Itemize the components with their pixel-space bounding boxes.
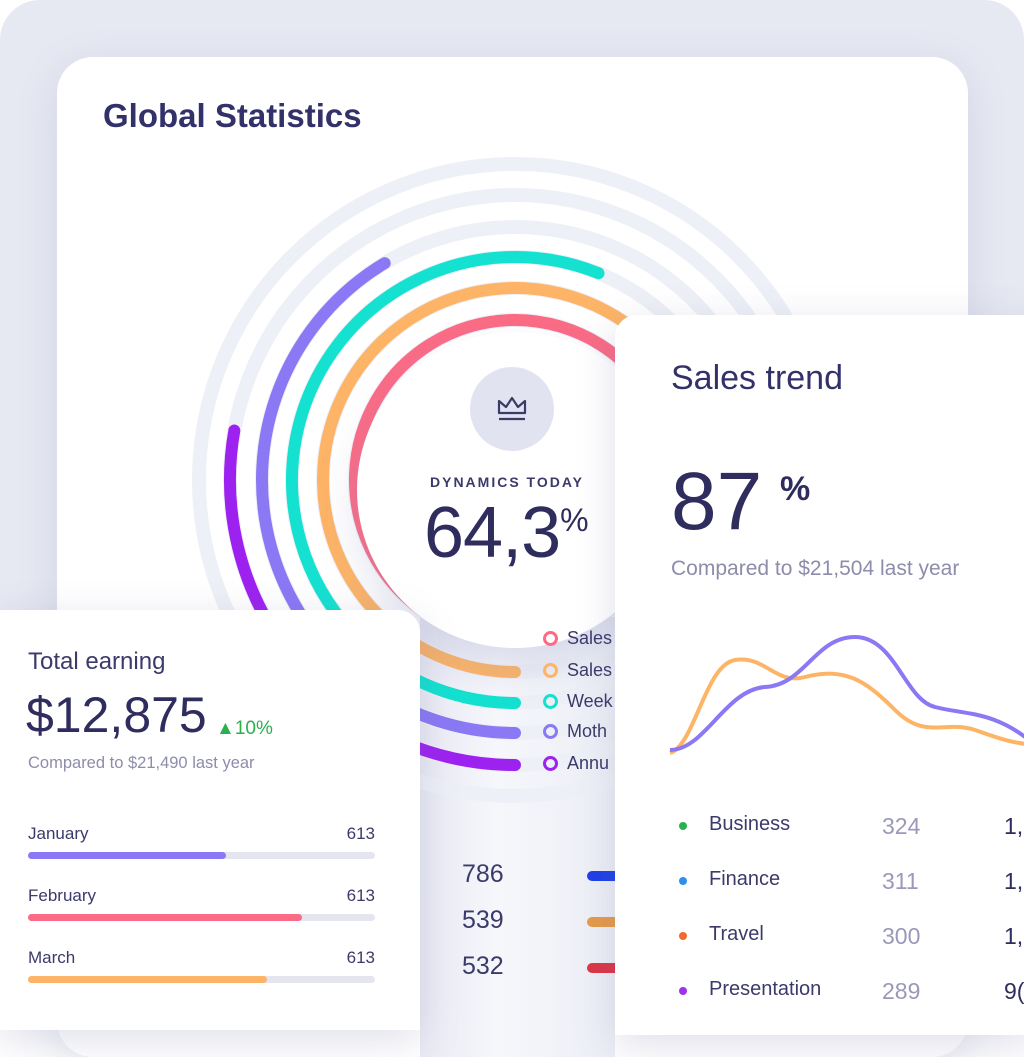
month-progress [28,914,375,921]
month-value: 613 [346,948,375,967]
month-value: 613 [346,886,375,905]
month-progress-fill [28,852,226,859]
trend-chart [669,634,1024,755]
trend-compare: Compared to $21,504 last year [671,557,960,580]
legend-item: Moth [543,721,607,742]
trend-value: 87 [671,456,763,547]
trend-row-value2: 1, [1004,868,1024,894]
dynamics-label: DYNAMICS TODAY [430,474,585,490]
trend-row-label: Travel [709,923,764,945]
trend-row-value2: 9( [1004,978,1024,1004]
legend-ring-icon [543,724,558,739]
stat-value: 786 [462,860,504,888]
trend-row: Finance 311 1, [679,868,1024,898]
sales-trend-card: Sales trend 87 % Compared to $21,504 las… [615,315,1024,1035]
legend-ring-icon [543,756,558,771]
trend-row: Travel 300 1, [679,923,1024,953]
page-title: Global Statistics [103,97,362,134]
earning-amount: $12,875 [26,687,207,743]
earning-title: Total earning [28,648,166,675]
dot-icon [679,932,687,940]
legend-item: Week [543,691,613,712]
trend-title: Sales trend [671,359,843,397]
dynamics-number: 64,3 [424,493,561,573]
legend-item: Sales [543,628,612,649]
stat-value: 539 [462,906,504,934]
earning-change-value: 10% [234,718,273,739]
dynamics-value: 64,3% [424,492,589,574]
earning-compare: Compared to $21,490 last year [28,754,255,772]
trend-row: Presentation 289 9( [679,978,1024,1008]
trend-row-label: Finance [709,868,781,890]
dot-icon [679,987,687,995]
trend-unit: % [780,470,811,508]
dot-icon [679,877,687,885]
legend-label: Sales [567,628,613,648]
legend-ring-icon [543,663,558,678]
trend-row-value2: 1, [1004,813,1024,839]
month-progress [28,976,375,983]
month-progress-fill [28,976,268,983]
stat-value: 532 [462,952,504,980]
month-progress-fill [28,914,303,921]
legend-item: Annu [543,753,609,774]
legend-ring-icon [543,631,558,646]
legend-label: Sales [567,660,613,680]
trend-row-label: Presentation [709,978,822,1000]
legend-item: Sales [543,660,612,681]
trend-row-label: Business [709,813,791,835]
trend-line-purple [669,634,1024,752]
trend-row-value: 311 [882,868,919,894]
dynamics-unit: % [560,502,588,538]
legend-label: Week [567,691,613,711]
month-label: February [28,886,97,905]
trend-row: Business 324 1, [679,813,1024,843]
earning-change: ▲10% [216,718,273,740]
crown-icon [470,367,554,451]
month-progress [28,852,375,859]
arrow-up-icon: ▲ [216,718,235,739]
trend-row-value2: 1, [1004,923,1024,949]
legend-label: Annu [567,753,610,773]
trend-row-value: 289 [882,978,921,1004]
month-row: March 613 [28,948,375,983]
trend-row-value: 300 [882,923,921,949]
month-label: March [28,948,76,967]
legend-label: Moth [567,721,608,741]
total-earning-card: Total earning $12,875 ▲10% Compared to $… [0,610,420,1030]
trend-row-value: 324 [882,813,921,839]
month-row: February 613 [28,886,375,921]
legend-ring-icon [543,694,558,709]
month-label: January [28,824,89,843]
trend-line-orange [669,657,1024,755]
month-row: January 613 [28,824,375,859]
dot-icon [679,822,687,830]
month-value: 613 [346,824,375,843]
